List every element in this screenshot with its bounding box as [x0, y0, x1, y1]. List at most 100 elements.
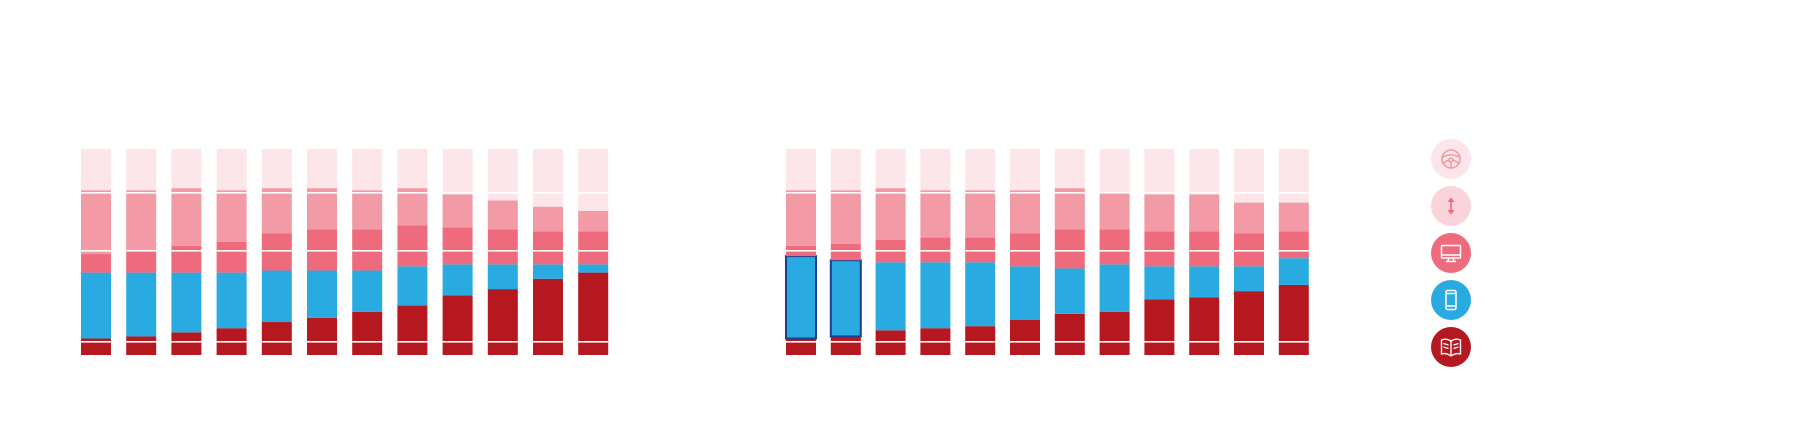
bar-divider: [216, 192, 247, 194]
bar-divider: [786, 250, 816, 252]
bar-segment-tv: [171, 245, 202, 273]
bar-segment-car: [126, 149, 157, 191]
bar-divider: [920, 192, 951, 194]
bar-divider: [533, 192, 563, 194]
bar-divider: [830, 192, 861, 194]
bar-divider: [1189, 192, 1220, 194]
bar-segment-mobile: [442, 264, 473, 296]
bar-segment-mobile: [81, 272, 111, 339]
bar-segment-car: [397, 149, 428, 189]
bar-divider: [261, 250, 292, 252]
bar-segment-car: [1054, 149, 1085, 189]
bar-segment-mobile: [875, 262, 906, 331]
bar-segment-travel: [786, 190, 816, 246]
bar-divider: [126, 192, 157, 194]
bar-segment-tv: [307, 229, 337, 271]
bar-segment-print: [307, 317, 337, 355]
bar-segment-mobile: [126, 272, 157, 337]
bar-segment-mobile: [920, 262, 951, 329]
bar-segment-mobile: [1234, 266, 1264, 292]
bar-segment-mobile: [829, 259, 862, 338]
bar-divider: [171, 192, 202, 194]
bar-divider: [352, 192, 383, 194]
bar-segment-travel: [533, 206, 563, 232]
bar-segment-car: [352, 149, 383, 191]
bar-divider: [216, 341, 247, 343]
bar-segment-tv: [1010, 233, 1040, 267]
bar-divider: [1234, 250, 1264, 252]
bar-segment-travel: [442, 194, 473, 228]
bar-segment-travel: [487, 200, 518, 230]
bar-segment-print: [786, 338, 816, 355]
bar-segment-print: [352, 311, 383, 355]
bar-divider: [397, 192, 428, 194]
bar-divider: [1010, 341, 1040, 343]
bar-segment-mobile: [171, 272, 202, 333]
bar-divider: [875, 250, 906, 252]
bar-divider: [965, 341, 996, 343]
bar-segment-mobile: [216, 272, 247, 329]
bar-divider: [578, 192, 609, 194]
bar-divider: [830, 250, 861, 252]
bar-segment-print: [397, 305, 428, 355]
bar-segment-tv: [533, 231, 563, 265]
bar-segment-print: [1144, 299, 1175, 355]
bar-divider: [1010, 192, 1040, 194]
bar-divider: [1010, 250, 1040, 252]
bar-segment-tv: [965, 237, 996, 263]
bar-segment-car: [307, 149, 337, 189]
bar-segment-car: [965, 149, 996, 191]
bar-segment-travel: [578, 210, 609, 232]
bar-divider: [830, 341, 861, 343]
bar-segment-mobile: [1099, 264, 1130, 312]
bar-divider: [442, 192, 473, 194]
bar-segment-travel: [81, 190, 111, 255]
bar-segment-travel: [920, 190, 951, 238]
bar-divider: [786, 341, 816, 343]
bar-segment-print: [487, 289, 518, 355]
bar-segment-car: [578, 149, 609, 211]
bar-segment-print: [830, 336, 861, 355]
bar-divider: [965, 192, 996, 194]
bar-segment-car: [1189, 149, 1220, 195]
bar-segment-travel: [261, 188, 292, 234]
bar-segment-travel: [1234, 202, 1264, 234]
bar-divider: [1099, 341, 1130, 343]
bar-divider: [171, 250, 202, 252]
bar-segment-print: [261, 322, 292, 355]
bar-divider: [487, 250, 518, 252]
bar-segment-car: [1010, 149, 1040, 191]
bar-segment-tv: [1189, 231, 1220, 267]
bar-segment-mobile: [1189, 266, 1220, 298]
bar-segment-tv: [920, 237, 951, 263]
bar-segment-print: [1189, 297, 1220, 355]
bar-segment-mobile: [1010, 266, 1040, 320]
bar-divider: [352, 250, 383, 252]
bar-segment-car: [920, 149, 951, 191]
bar-divider: [1144, 192, 1175, 194]
bar-divider: [533, 250, 563, 252]
bar-segment-mobile: [785, 255, 817, 340]
bar-segment-car: [487, 149, 518, 201]
bar-segment-print: [442, 295, 473, 355]
bar-segment-car: [830, 149, 861, 191]
bar-segment-travel: [875, 188, 906, 240]
bar-segment-travel: [965, 190, 996, 238]
bar-segment-tv: [352, 229, 383, 271]
bar-segment-travel: [830, 190, 861, 244]
smartphone-icon: [1431, 280, 1471, 320]
bar-divider: [487, 341, 518, 343]
bar-divider: [786, 192, 816, 194]
bar-segment-travel: [216, 190, 247, 242]
bar-segment-travel: [307, 188, 337, 230]
bar-segment-travel: [1010, 190, 1040, 234]
bar-divider: [307, 250, 337, 252]
bar-divider: [81, 250, 111, 252]
bar-segment-print: [875, 330, 906, 355]
bar-divider: [875, 341, 906, 343]
bar-divider: [1054, 192, 1085, 194]
bar-segment-tv: [1234, 233, 1264, 267]
steering-wheel-icon: [1431, 139, 1471, 179]
bar-segment-tv: [487, 229, 518, 265]
